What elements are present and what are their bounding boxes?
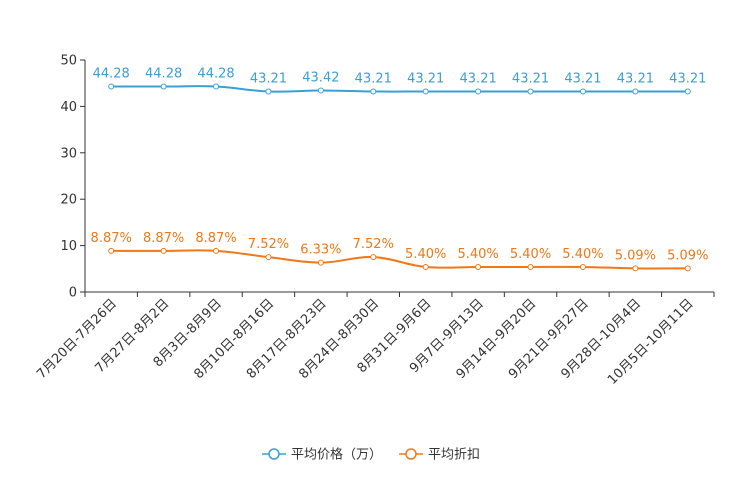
data-label-1-2: 8.87% xyxy=(195,231,236,246)
data-point-1-8 xyxy=(527,263,534,270)
data-label-0-5: 43.21 xyxy=(355,72,392,87)
data-point-1-7 xyxy=(475,263,482,270)
data-label-0-6: 43.21 xyxy=(407,72,444,87)
legend-marker-1 xyxy=(405,448,417,460)
data-point-0-3 xyxy=(265,88,272,95)
data-label-0-8: 43.21 xyxy=(512,72,549,87)
data-label-0-10: 43.21 xyxy=(617,72,654,87)
y-tick-label-0: 0 xyxy=(69,286,77,301)
data-label-1-7: 5.40% xyxy=(457,247,498,262)
data-point-0-8 xyxy=(527,88,534,95)
y-tick-label-1: 10 xyxy=(60,239,77,254)
data-label-0-7: 43.21 xyxy=(460,72,497,87)
data-point-1-10 xyxy=(632,265,639,272)
legend[interactable]: 平均价格（万） 平均折扣 xyxy=(262,447,480,463)
data-label-1-5: 7.52% xyxy=(353,237,394,252)
data-label-1-4: 6.33% xyxy=(300,243,341,258)
data-point-1-9 xyxy=(579,263,586,270)
data-point-1-2 xyxy=(213,247,220,254)
data-label-0-1: 44.28 xyxy=(145,67,182,82)
data-point-1-0 xyxy=(108,247,115,254)
data-point-0-2 xyxy=(213,83,220,90)
data-point-1-6 xyxy=(422,263,429,270)
data-point-0-10 xyxy=(632,88,639,95)
axes: 010203040507月20日-7月26日7月27日-8月2日8月3日-8月9… xyxy=(34,54,715,388)
data-point-0-4 xyxy=(317,87,324,94)
y-tick-label-5: 50 xyxy=(60,54,77,69)
series-line-0 xyxy=(111,85,688,93)
data-point-0-5 xyxy=(370,88,377,95)
data-label-0-4: 43.42 xyxy=(302,71,339,86)
data-label-1-1: 8.87% xyxy=(143,231,184,246)
data-point-0-6 xyxy=(422,88,429,95)
data-point-0-1 xyxy=(160,83,167,90)
legend-item-1[interactable]: 平均折扣 xyxy=(399,448,480,463)
data-label-1-3: 7.52% xyxy=(248,237,289,252)
data-label-1-8: 5.40% xyxy=(510,247,551,262)
series-0: 44.28 44.28 44.28 43.21 43.42 43.21 43.21 43.21… xyxy=(93,67,706,95)
data-label-0-0: 44.28 xyxy=(93,67,130,82)
data-point-1-5 xyxy=(370,254,377,261)
data-label-0-11: 43.21 xyxy=(669,72,706,87)
series-layer: 44.28 44.28 44.28 43.21 43.42 43.21 43.21 43.21… xyxy=(91,67,708,272)
legend-item-0[interactable]: 平均价格（万） xyxy=(262,447,382,463)
data-point-0-9 xyxy=(579,88,586,95)
data-point-1-4 xyxy=(317,259,324,266)
data-label-1-11: 5.09% xyxy=(667,248,708,263)
data-label-0-9: 43.21 xyxy=(564,72,601,87)
y-tick-label-2: 20 xyxy=(60,193,77,208)
data-point-0-0 xyxy=(108,83,115,90)
data-label-1-6: 5.40% xyxy=(405,247,446,262)
data-point-0-7 xyxy=(475,88,482,95)
legend-label-1: 平均折扣 xyxy=(428,448,480,463)
data-point-1-11 xyxy=(684,265,691,272)
series-1: 8.87% 8.87% 8.87% 7.52% 6.33% 7.52% 5.40% 5.40%… xyxy=(91,231,708,272)
data-label-0-3: 43.21 xyxy=(250,72,287,87)
data-point-1-3 xyxy=(265,254,272,261)
y-tick-label-3: 30 xyxy=(60,146,77,161)
y-tick-label-4: 40 xyxy=(60,100,77,115)
series-line-1 xyxy=(111,249,688,270)
data-point-1-1 xyxy=(160,247,167,254)
data-label-1-0: 8.87% xyxy=(91,231,132,246)
data-point-0-11 xyxy=(684,88,691,95)
data-label-1-9: 5.40% xyxy=(562,247,603,262)
legend-marker-0 xyxy=(268,448,280,460)
data-label-0-2: 44.28 xyxy=(197,67,234,82)
data-label-1-10: 5.09% xyxy=(615,248,656,263)
legend-label-0: 平均价格（万） xyxy=(291,447,382,463)
